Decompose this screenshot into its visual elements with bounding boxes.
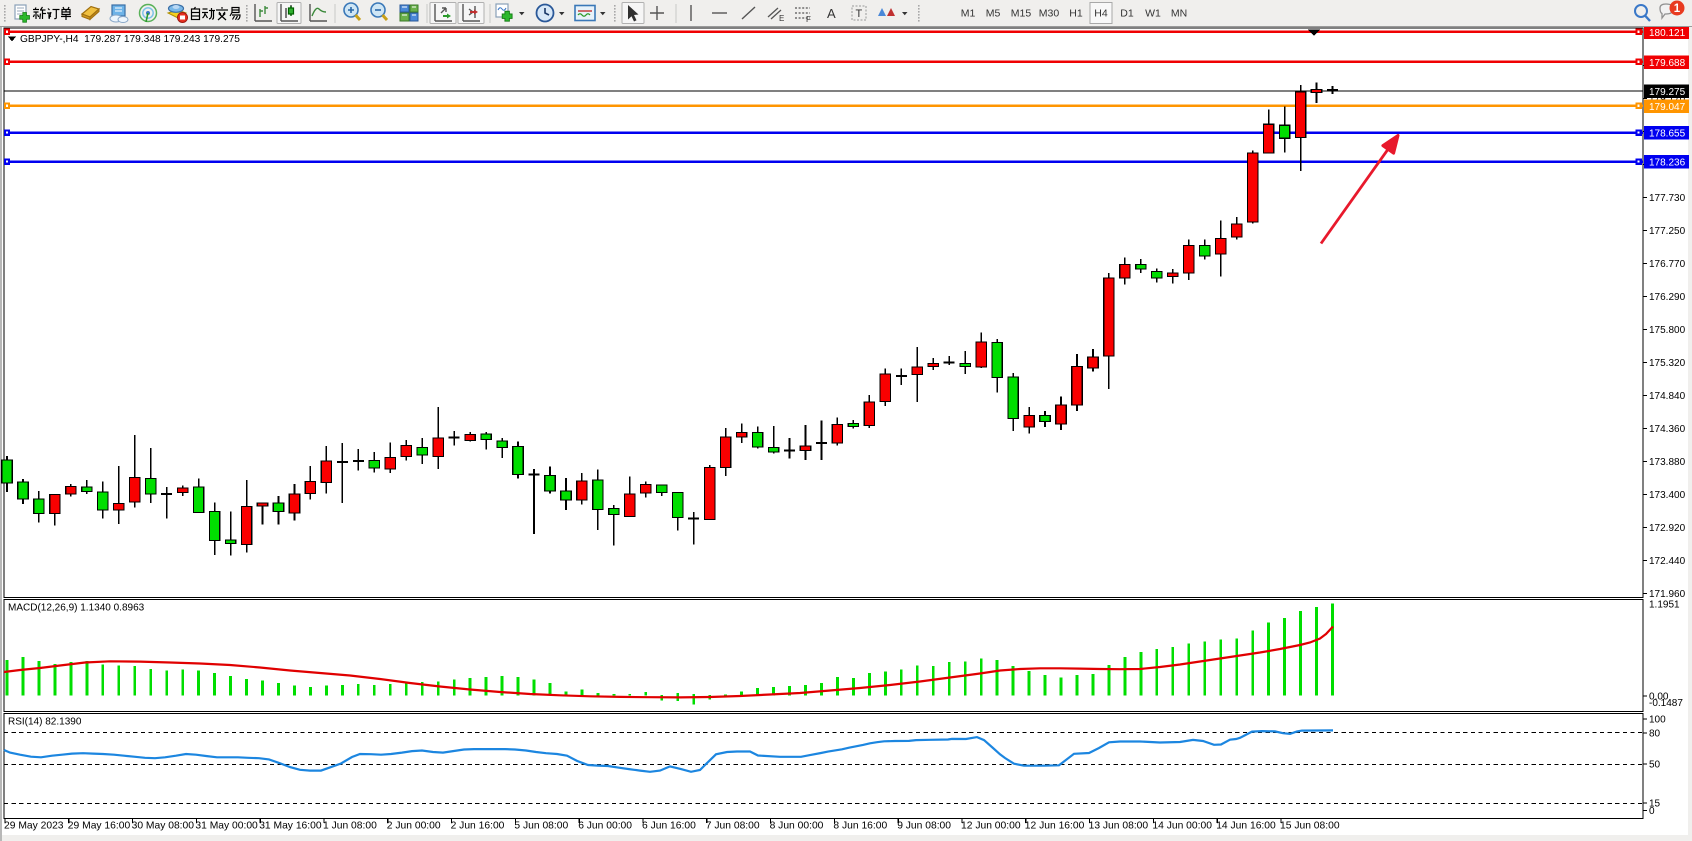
svg-text:178.236: 178.236	[1649, 157, 1686, 168]
svg-text:14 Jun 00:00: 14 Jun 00:00	[1152, 821, 1212, 832]
svg-text:80: 80	[1649, 729, 1661, 740]
svg-text:171.960: 171.960	[1649, 589, 1686, 600]
svg-text:E: E	[779, 14, 784, 23]
svg-text:H4: H4	[1094, 8, 1108, 20]
svg-text:179.047: 179.047	[1649, 102, 1686, 113]
svg-text:178.655: 178.655	[1649, 128, 1686, 139]
svg-text:MACD(12,26,9) 1.1340 0.8963: MACD(12,26,9) 1.1340 0.8963	[8, 603, 145, 614]
svg-text:W1: W1	[1145, 8, 1161, 20]
svg-text:MN: MN	[1171, 8, 1187, 20]
svg-text:173.880: 173.880	[1649, 457, 1686, 468]
svg-text:50: 50	[1649, 760, 1661, 771]
svg-text:T: T	[856, 8, 863, 20]
svg-text:174.840: 174.840	[1649, 391, 1686, 402]
svg-text:176.290: 176.290	[1649, 292, 1686, 303]
svg-text:6 Jun 00:00: 6 Jun 00:00	[578, 821, 632, 832]
svg-text:8 Jun 00:00: 8 Jun 00:00	[770, 821, 824, 832]
svg-text:176.770: 176.770	[1649, 259, 1686, 270]
svg-text:179.275: 179.275	[1649, 87, 1686, 98]
svg-text:29 May 2023: 29 May 2023	[4, 821, 64, 832]
svg-text:M5: M5	[986, 8, 1001, 20]
svg-text:100: 100	[1649, 715, 1666, 726]
svg-text:31 May 00:00: 31 May 00:00	[195, 821, 258, 832]
svg-text:12 Jun 00:00: 12 Jun 00:00	[961, 821, 1021, 832]
svg-text:31 May 16:00: 31 May 16:00	[259, 821, 322, 832]
svg-text:0.00: 0.00	[1649, 692, 1669, 703]
svg-text:2 Jun 00:00: 2 Jun 00:00	[387, 821, 441, 832]
svg-text:7 Jun 08:00: 7 Jun 08:00	[706, 821, 760, 832]
svg-text:172.440: 172.440	[1649, 556, 1686, 567]
svg-text:GBPJPY-,H4 179.287 179.348 17: GBPJPY-,H4 179.287 179.348 179.243 179.2…	[20, 34, 240, 45]
svg-text:M15: M15	[1011, 8, 1032, 20]
svg-text:174.360: 174.360	[1649, 424, 1686, 435]
svg-text:15: 15	[1649, 799, 1661, 810]
svg-text:F: F	[806, 15, 811, 24]
svg-text:A: A	[827, 6, 836, 21]
svg-text:1: 1	[1674, 3, 1681, 15]
svg-text:175.800: 175.800	[1649, 325, 1686, 336]
svg-text:12 Jun 16:00: 12 Jun 16:00	[1025, 821, 1085, 832]
svg-text:14 Jun 16:00: 14 Jun 16:00	[1216, 821, 1276, 832]
svg-text:6 Jun 16:00: 6 Jun 16:00	[642, 821, 696, 832]
svg-text:M30: M30	[1039, 8, 1060, 20]
svg-text:2 Jun 16:00: 2 Jun 16:00	[451, 821, 505, 832]
svg-text:M1: M1	[961, 8, 976, 20]
svg-text:15 Jun 08:00: 15 Jun 08:00	[1280, 821, 1340, 832]
svg-text:177.730: 177.730	[1649, 193, 1686, 204]
svg-text:8 Jun 16:00: 8 Jun 16:00	[833, 821, 887, 832]
svg-text:30 May 08:00: 30 May 08:00	[132, 821, 195, 832]
svg-text:0: 0	[1649, 806, 1655, 817]
svg-text:29 May 16:00: 29 May 16:00	[68, 821, 131, 832]
svg-text:179.688: 179.688	[1649, 58, 1686, 69]
svg-text:175.320: 175.320	[1649, 358, 1686, 369]
svg-text:-0.1487: -0.1487	[1649, 698, 1683, 709]
svg-text:D1: D1	[1120, 8, 1134, 20]
svg-text:RSI(14) 82.1390: RSI(14) 82.1390	[8, 717, 82, 728]
svg-text:5 Jun 08:00: 5 Jun 08:00	[514, 821, 568, 832]
svg-text:1.1951: 1.1951	[1649, 600, 1680, 611]
svg-text:H1: H1	[1069, 8, 1083, 20]
svg-text:9 Jun 08:00: 9 Jun 08:00	[897, 821, 951, 832]
svg-text:1 Jun 08:00: 1 Jun 08:00	[323, 821, 377, 832]
svg-text:180.121: 180.121	[1649, 28, 1686, 39]
svg-text:173.400: 173.400	[1649, 490, 1686, 501]
svg-text:177.250: 177.250	[1649, 226, 1686, 237]
svg-text:172.920: 172.920	[1649, 523, 1686, 534]
svg-text:13 Jun 08:00: 13 Jun 08:00	[1089, 821, 1149, 832]
